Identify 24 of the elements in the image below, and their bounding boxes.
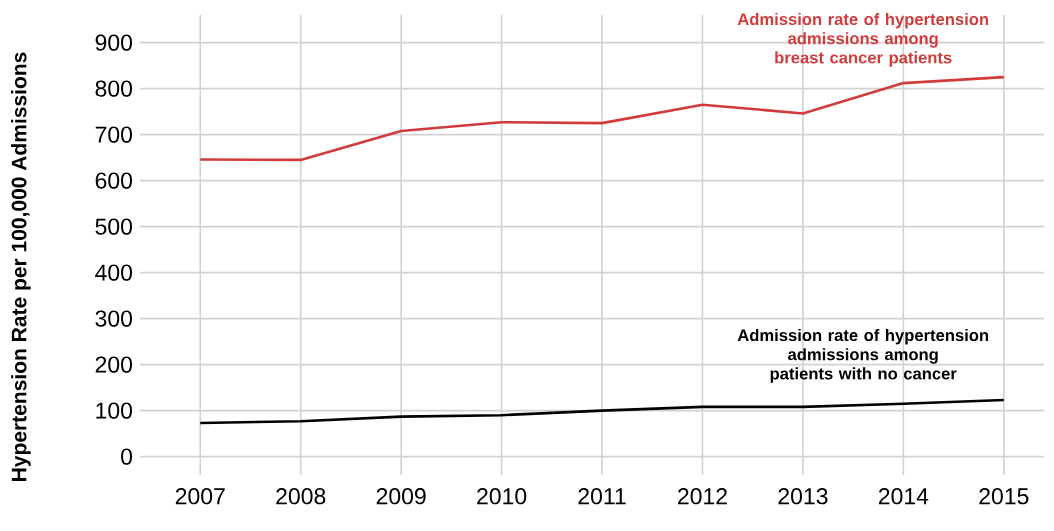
series-label: Admission rate of hypertension admissions among breast cancer patients	[737, 12, 989, 67]
x-tick-label: 2007	[175, 488, 225, 505]
line-series	[198, 75, 1006, 162]
x-tick-label: 2013	[778, 488, 828, 505]
x-tick-label: 2011	[578, 488, 626, 505]
x-tick-label: 2008	[276, 488, 326, 505]
y-tick-label: 0	[121, 448, 133, 465]
y-tick-label: 700	[95, 126, 133, 143]
y-tick-label: 600	[95, 172, 133, 189]
y-tick-label: 800	[95, 80, 133, 97]
x-tick-label: 2014	[878, 488, 929, 505]
line-series	[198, 398, 1006, 425]
series-label: Admission rate of hypertension admissions among patients with no cancer	[737, 328, 989, 383]
y-axis-title: Hypertension Rate per 100,000 Admissions	[11, 52, 31, 481]
x-tick-label: 2010	[477, 488, 527, 505]
y-tick-label: 900	[95, 34, 133, 51]
y-tick-label: 300	[95, 310, 133, 327]
y-tick-label: 200	[95, 356, 133, 373]
y-tick-label: 100	[96, 402, 133, 419]
y-tick-label: 500	[95, 218, 133, 235]
x-tick-label: 2012	[678, 488, 727, 505]
y-tick-label: 400	[95, 264, 133, 281]
x-tick-label: 2009	[376, 488, 426, 505]
x-tick-label: 2015	[979, 488, 1029, 505]
